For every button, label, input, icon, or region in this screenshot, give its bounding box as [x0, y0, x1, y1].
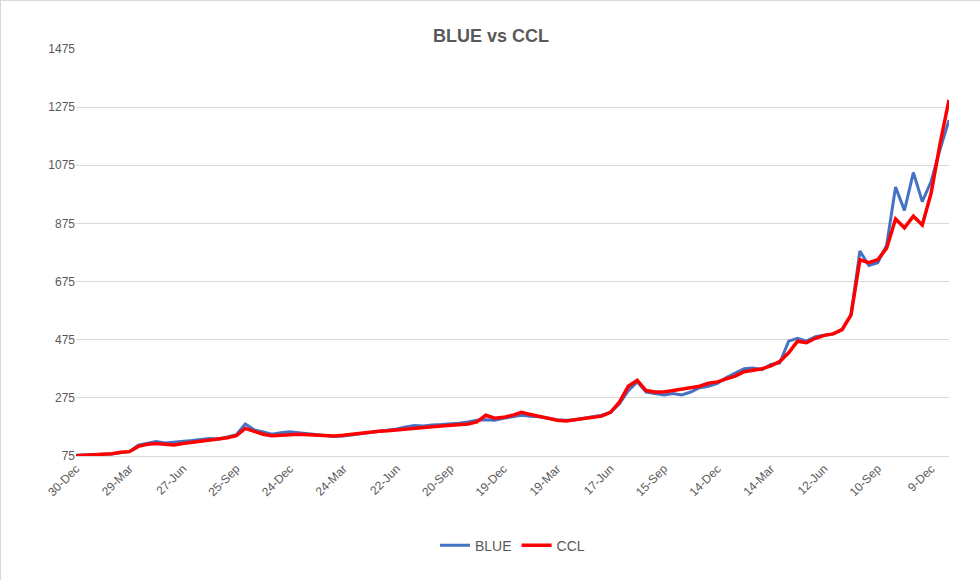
- svg-text:475: 475: [55, 333, 75, 347]
- svg-text:275: 275: [55, 391, 75, 405]
- svg-text:75: 75: [62, 449, 76, 463]
- svg-text:25-Sep: 25-Sep: [205, 462, 242, 499]
- svg-text:875: 875: [55, 217, 75, 231]
- svg-text:675: 675: [55, 275, 75, 289]
- svg-text:BLUE: BLUE: [475, 538, 512, 554]
- svg-text:15-Sep: 15-Sep: [633, 462, 670, 499]
- svg-text:29-Mar: 29-Mar: [99, 462, 136, 499]
- svg-text:24-Dec: 24-Dec: [259, 462, 296, 499]
- svg-text:1475: 1475: [48, 42, 75, 56]
- svg-text:24-Mar: 24-Mar: [313, 462, 350, 499]
- svg-text:1275: 1275: [48, 100, 75, 114]
- svg-text:22-Jun: 22-Jun: [367, 462, 403, 498]
- svg-text:BLUE vs CCL: BLUE vs CCL: [433, 26, 549, 46]
- svg-text:20-Sep: 20-Sep: [419, 462, 456, 499]
- svg-text:19-Mar: 19-Mar: [527, 462, 564, 499]
- svg-text:14-Dec: 14-Dec: [686, 462, 723, 499]
- svg-text:CCL: CCL: [557, 538, 585, 554]
- svg-text:27-Jun: 27-Jun: [153, 462, 189, 498]
- svg-text:1075: 1075: [48, 158, 75, 172]
- svg-text:9-Dec: 9-Dec: [905, 462, 938, 495]
- svg-text:30-Dec: 30-Dec: [45, 462, 82, 499]
- svg-text:10-Sep: 10-Sep: [847, 462, 884, 499]
- svg-text:12-Jun: 12-Jun: [795, 462, 831, 498]
- svg-text:19-Dec: 19-Dec: [473, 462, 510, 499]
- svg-text:14-Mar: 14-Mar: [740, 462, 777, 499]
- svg-text:17-Jun: 17-Jun: [581, 462, 617, 498]
